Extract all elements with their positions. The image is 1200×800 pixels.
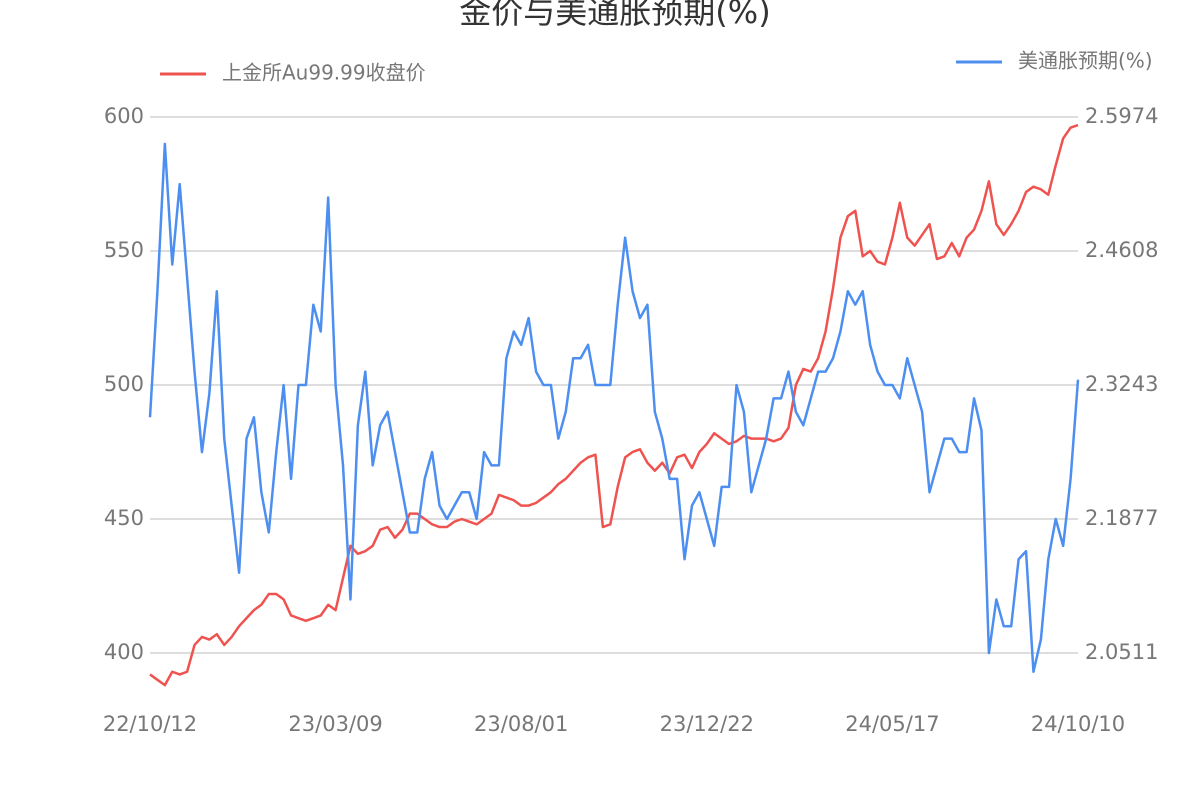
legend-label: 美通胀预期(%) xyxy=(1018,49,1153,73)
x-tick-label: 24/10/10 xyxy=(1031,712,1125,736)
chart-title: 金价与美通胀预期(%) xyxy=(459,0,770,31)
y2-tick-label: 2.0511 xyxy=(1085,640,1158,664)
y2-tick-label: 2.4608 xyxy=(1085,238,1158,262)
legend-label: 上金所Au99.99收盘价 xyxy=(222,61,426,85)
y-tick-label: 400 xyxy=(104,640,144,664)
y-tick-label: 550 xyxy=(104,238,144,262)
series-line xyxy=(148,142,1080,674)
y2-tick-label: 2.1877 xyxy=(1085,506,1158,530)
series-line xyxy=(149,123,1079,687)
y-tick-label: 600 xyxy=(104,104,144,128)
x-tick-label: 23/08/01 xyxy=(474,712,568,736)
y2-tick-label: 2.3243 xyxy=(1085,372,1158,396)
x-tick-label: 22/10/12 xyxy=(103,712,197,736)
y-tick-label: 500 xyxy=(104,372,144,396)
x-tick-label: 24/05/17 xyxy=(845,712,939,736)
x-tick-label: 23/12/22 xyxy=(660,712,754,736)
y-tick-label: 450 xyxy=(104,506,144,530)
y2-tick-label: 2.5974 xyxy=(1085,104,1158,128)
x-tick-label: 23/03/09 xyxy=(288,712,382,736)
